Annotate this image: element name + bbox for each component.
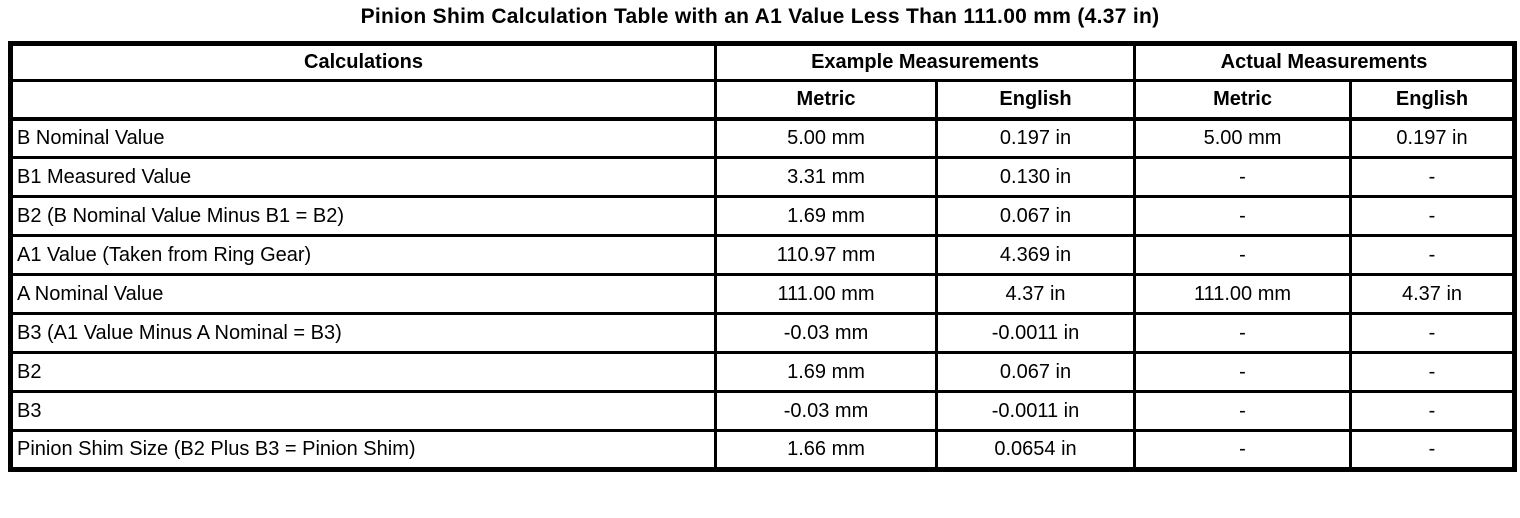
cell-actual-metric: - bbox=[1133, 312, 1353, 354]
cell-actual-metric: - bbox=[1133, 390, 1353, 432]
cell-example-metric: 3.31 mm bbox=[714, 156, 938, 198]
table-row: B3 (A1 Value Minus A Nominal = B3) -0.03… bbox=[9, 312, 1517, 354]
row-label: Pinion Shim Size (B2 Plus B3 = Pinion Sh… bbox=[9, 429, 717, 471]
cell-example-english: 4.37 in bbox=[934, 273, 1137, 315]
col-header-actual-measurements: Actual Measurements bbox=[1133, 42, 1517, 82]
cell-example-metric: 111.00 mm bbox=[714, 273, 938, 315]
cell-actual-english: 4.37 in bbox=[1349, 273, 1517, 315]
table-row: A1 Value (Taken from Ring Gear) 110.97 m… bbox=[9, 234, 1517, 276]
table-row: Pinion Shim Size (B2 Plus B3 = Pinion Sh… bbox=[9, 429, 1517, 471]
page-title: Pinion Shim Calculation Table with an A1… bbox=[360, 5, 1160, 28]
cell-actual-metric: 111.00 mm bbox=[1133, 273, 1353, 315]
table-row: B Nominal Value 5.00 mm 0.197 in 5.00 mm… bbox=[9, 117, 1517, 159]
cell-actual-english: - bbox=[1349, 195, 1517, 237]
table-row: B2 (B Nominal Value Minus B1 = B2) 1.69 … bbox=[9, 195, 1517, 237]
header-row-units: Metric English Metric English bbox=[9, 79, 1517, 121]
cell-example-metric: 1.69 mm bbox=[714, 351, 938, 393]
cell-actual-metric: 5.00 mm bbox=[1133, 117, 1353, 159]
subheader-example-metric: Metric bbox=[714, 79, 938, 121]
cell-example-metric: -0.03 mm bbox=[714, 312, 938, 354]
cell-example-metric: 5.00 mm bbox=[714, 117, 938, 159]
cell-actual-metric: - bbox=[1133, 234, 1353, 276]
table-row: A Nominal Value 111.00 mm 4.37 in 111.00… bbox=[9, 273, 1517, 315]
cell-actual-english: - bbox=[1349, 390, 1517, 432]
cell-example-english: 4.369 in bbox=[934, 234, 1137, 276]
pinion-shim-calculation-table: Calculations Example Measurements Actual… bbox=[8, 41, 1518, 472]
subheader-actual-english: English bbox=[1349, 79, 1517, 121]
cell-actual-metric: - bbox=[1133, 429, 1353, 471]
table-row: B2 1.69 mm 0.067 in - - bbox=[9, 351, 1517, 393]
cell-actual-english: - bbox=[1349, 429, 1517, 471]
cell-actual-english: - bbox=[1349, 312, 1517, 354]
row-label: B1 Measured Value bbox=[9, 156, 717, 198]
row-label: B Nominal Value bbox=[9, 117, 717, 159]
cell-example-english: -0.0011 in bbox=[934, 312, 1137, 354]
row-label: B2 (B Nominal Value Minus B1 = B2) bbox=[9, 195, 717, 237]
cell-actual-english: - bbox=[1349, 234, 1517, 276]
cell-actual-metric: - bbox=[1133, 351, 1353, 393]
cell-example-metric: -0.03 mm bbox=[714, 390, 938, 432]
cell-actual-english: 0.197 in bbox=[1349, 117, 1517, 159]
cell-example-metric: 1.66 mm bbox=[714, 429, 938, 471]
cell-example-english: -0.0011 in bbox=[934, 390, 1137, 432]
cell-example-english: 0.130 in bbox=[934, 156, 1137, 198]
cell-actual-metric: - bbox=[1133, 156, 1353, 198]
row-label: A Nominal Value bbox=[9, 273, 717, 315]
table-row: B3 -0.03 mm -0.0011 in - - bbox=[9, 390, 1517, 432]
header-row-groups: Calculations Example Measurements Actual… bbox=[9, 42, 1517, 82]
cell-example-metric: 1.69 mm bbox=[714, 195, 938, 237]
cell-actual-metric: - bbox=[1133, 195, 1353, 237]
cell-example-english: 0.067 in bbox=[934, 195, 1137, 237]
cell-actual-english: - bbox=[1349, 156, 1517, 198]
cell-example-english: 0.197 in bbox=[934, 117, 1137, 159]
col-header-example-measurements: Example Measurements bbox=[713, 42, 1137, 82]
col-header-empty bbox=[9, 79, 717, 121]
cell-example-metric: 110.97 mm bbox=[714, 234, 938, 276]
subheader-actual-metric: Metric bbox=[1133, 79, 1353, 121]
cell-example-english: 0.0654 in bbox=[934, 429, 1137, 471]
row-label: B2 bbox=[9, 351, 717, 393]
row-label: B3 (A1 Value Minus A Nominal = B3) bbox=[9, 312, 717, 354]
cell-actual-english: - bbox=[1349, 351, 1517, 393]
row-label: B3 bbox=[9, 390, 717, 432]
subheader-example-english: English bbox=[934, 79, 1137, 121]
row-label: A1 Value (Taken from Ring Gear) bbox=[9, 234, 717, 276]
cell-example-english: 0.067 in bbox=[934, 351, 1137, 393]
table-row: B1 Measured Value 3.31 mm 0.130 in - - bbox=[9, 156, 1517, 198]
col-header-calculations: Calculations bbox=[9, 42, 717, 82]
